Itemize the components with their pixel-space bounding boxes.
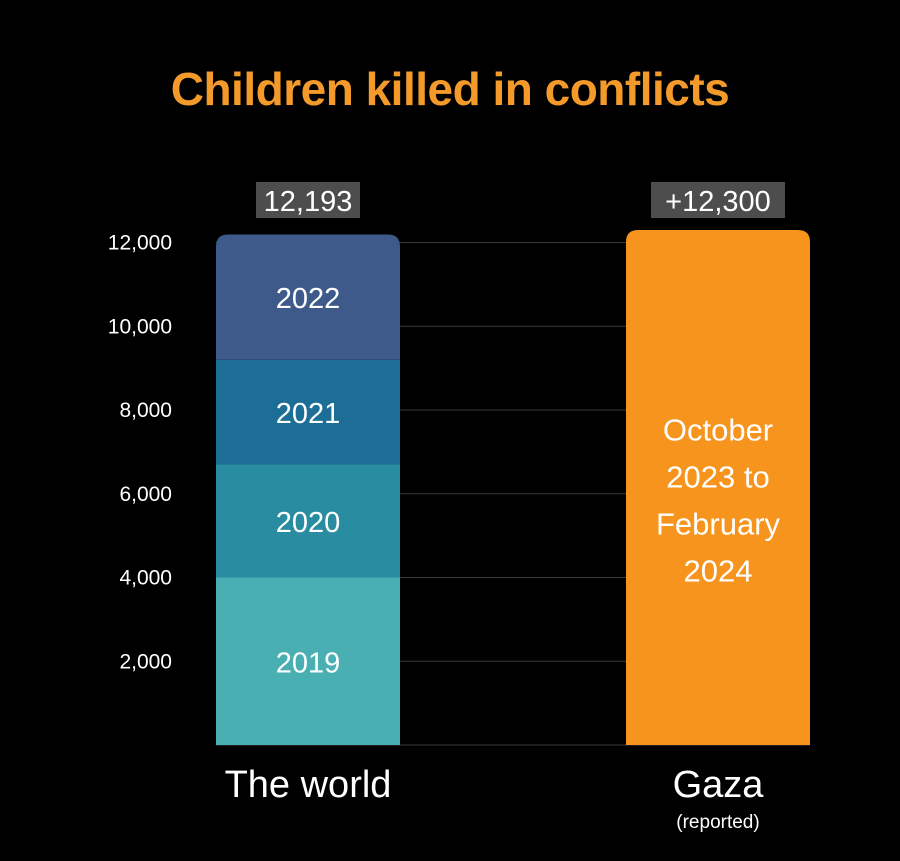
bar-segment	[216, 464, 400, 578]
y-tick-label: 2,000	[119, 650, 172, 673]
category-label: The world	[225, 764, 392, 806]
bar-segment	[216, 577, 400, 745]
gaza-bar-text-line: October	[663, 413, 773, 448]
total-label: +12,300	[665, 186, 771, 218]
segment-label: 2019	[276, 647, 341, 679]
bar-segment	[216, 234, 400, 360]
category-label: Gaza	[673, 764, 765, 806]
segment-label: 2021	[276, 398, 341, 430]
y-tick-label: 8,000	[119, 399, 172, 422]
y-tick-label: 6,000	[119, 483, 172, 506]
category-note: (reported)	[676, 812, 759, 833]
segment-label: 2022	[276, 283, 341, 315]
segment-label: 2020	[276, 507, 341, 539]
chart-title: Children killed in conflicts	[170, 63, 730, 115]
y-tick-label: 10,000	[108, 315, 172, 338]
total-label-box	[256, 182, 360, 218]
total-label-box	[651, 182, 785, 218]
gaza-bar-text-line: February	[656, 507, 781, 542]
gaza-bar-text-line: 2024	[684, 554, 753, 589]
y-tick-label: 12,000	[108, 232, 172, 255]
gaza-bar-text-line: 2023 to	[666, 460, 769, 495]
bar-segment	[216, 359, 400, 465]
total-label: 12,193	[264, 186, 353, 218]
bar-segment	[626, 230, 810, 745]
y-tick-label: 4,000	[119, 567, 172, 590]
